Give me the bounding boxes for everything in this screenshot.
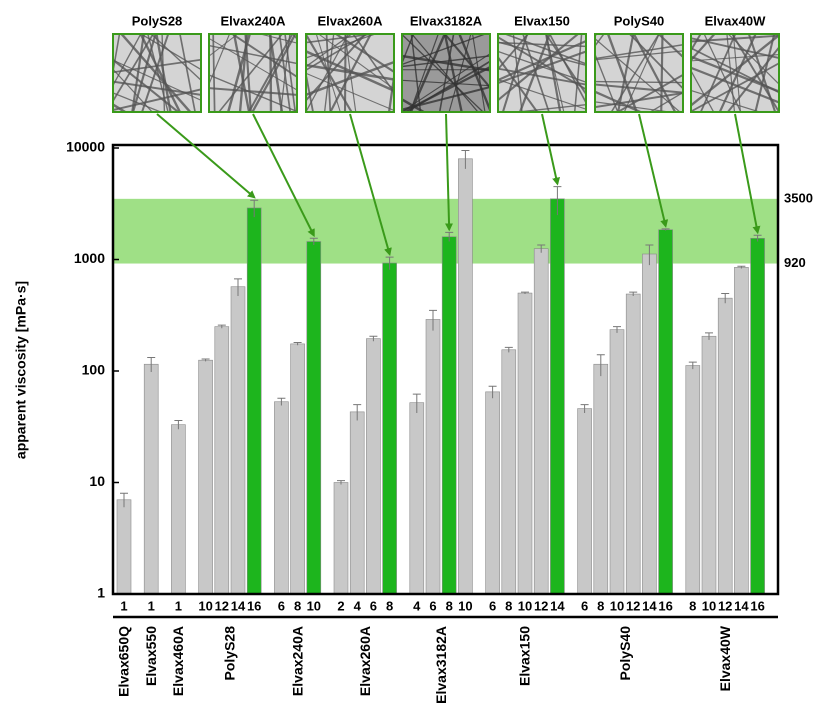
bar bbox=[578, 409, 592, 594]
bar bbox=[117, 500, 131, 594]
band-label: 920 bbox=[784, 255, 806, 270]
bar bbox=[366, 339, 380, 594]
group-label: Elvax40W bbox=[717, 625, 733, 691]
bar bbox=[626, 294, 640, 594]
y-tick-label: 1000 bbox=[74, 250, 105, 266]
bar bbox=[458, 159, 472, 594]
x-tick-label: 14 bbox=[550, 598, 565, 613]
x-tick-label: 8 bbox=[505, 598, 512, 613]
chart: apparent viscosity [mPa·s] 3500 920 1 10 100… bbox=[0, 0, 816, 725]
group-label: Elvax150 bbox=[517, 626, 533, 686]
bar bbox=[442, 237, 456, 594]
x-tick-label: 2 bbox=[337, 598, 344, 613]
y-tick-label: 10000 bbox=[66, 139, 105, 155]
bar bbox=[486, 392, 500, 594]
group-label: Elvax240A bbox=[289, 626, 305, 696]
bar bbox=[410, 403, 424, 594]
x-tick-label: 6 bbox=[370, 598, 377, 613]
bar bbox=[550, 199, 564, 594]
bar bbox=[334, 483, 348, 595]
group-label: Elvax460A bbox=[170, 626, 186, 696]
arrow bbox=[542, 114, 557, 184]
x-tick-label: 10 bbox=[307, 598, 321, 613]
bar bbox=[426, 319, 440, 594]
group-label: Elvax3182A bbox=[433, 626, 449, 704]
image-label: Elvax260A bbox=[317, 13, 383, 28]
bar bbox=[594, 364, 608, 594]
group-label: Elvax550 bbox=[143, 626, 159, 686]
bar bbox=[350, 412, 364, 594]
group-label: PolyS28 bbox=[222, 626, 238, 681]
image-label: Elvax150 bbox=[514, 13, 570, 28]
x-tick-label: 14 bbox=[734, 598, 749, 613]
bar bbox=[144, 364, 158, 594]
x-tick-label: 4 bbox=[413, 598, 421, 613]
x-tick-label: 8 bbox=[446, 598, 453, 613]
bar bbox=[215, 327, 229, 594]
bar bbox=[274, 402, 288, 594]
image-label: PolyS28 bbox=[132, 13, 183, 28]
group-label: Elvax260A bbox=[357, 626, 373, 696]
x-tick-label: 6 bbox=[429, 598, 436, 613]
bar bbox=[610, 330, 624, 594]
bar bbox=[734, 267, 748, 594]
x-tick-label: 12 bbox=[718, 598, 732, 613]
x-tick-label: 6 bbox=[489, 598, 496, 613]
bar bbox=[518, 293, 532, 594]
x-tick-label: 1 bbox=[120, 598, 127, 613]
bar bbox=[642, 254, 656, 594]
image-label: PolyS40 bbox=[614, 13, 665, 28]
x-tick-label: 16 bbox=[247, 598, 261, 613]
bar bbox=[502, 350, 516, 594]
y-axis-label: apparent viscosity [mPa·s] bbox=[13, 281, 29, 459]
bar bbox=[751, 238, 765, 594]
x-tick-label: 10 bbox=[458, 598, 472, 613]
bar bbox=[231, 287, 245, 594]
image-label: Elvax240A bbox=[220, 13, 286, 28]
image-label: Elvax3182A bbox=[410, 13, 483, 28]
arrow bbox=[157, 114, 254, 197]
group-label: PolyS40 bbox=[617, 626, 633, 681]
x-tick-label: 16 bbox=[658, 598, 672, 613]
bar bbox=[686, 366, 700, 594]
x-tick-label: 8 bbox=[689, 598, 696, 613]
x-tick-label: 8 bbox=[294, 598, 301, 613]
bar bbox=[702, 336, 716, 594]
x-tick-label: 10 bbox=[610, 598, 624, 613]
x-tick-label: 6 bbox=[581, 598, 588, 613]
x-tick-label: 8 bbox=[386, 598, 393, 613]
bar bbox=[199, 360, 213, 594]
x-tick-label: 1 bbox=[175, 598, 182, 613]
x-tick-label: 14 bbox=[642, 598, 657, 613]
y-tick-label: 10 bbox=[89, 473, 105, 489]
x-tick-label: 12 bbox=[534, 598, 548, 613]
band-label: 3500 bbox=[784, 190, 813, 205]
x-tick-label: 1 bbox=[148, 598, 155, 613]
x-tick-label: 10 bbox=[198, 598, 212, 613]
bar bbox=[383, 263, 397, 594]
x-tick-label: 8 bbox=[597, 598, 604, 613]
bar bbox=[534, 249, 548, 594]
x-tick-label: 12 bbox=[626, 598, 640, 613]
x-tick-label: 6 bbox=[278, 598, 285, 613]
y-tick-label: 100 bbox=[82, 362, 106, 378]
group-label: Elvax650Q bbox=[116, 626, 132, 697]
x-tick-label: 12 bbox=[215, 598, 229, 613]
x-tick-label: 14 bbox=[231, 598, 246, 613]
x-tick-label: 16 bbox=[750, 598, 764, 613]
x-tick-label: 4 bbox=[354, 598, 362, 613]
x-tick-label: 10 bbox=[702, 598, 716, 613]
y-tick-label: 1 bbox=[97, 585, 105, 601]
image-label: Elvax40W bbox=[705, 13, 766, 28]
bar bbox=[247, 208, 261, 594]
x-tick-label: 10 bbox=[518, 598, 532, 613]
bar bbox=[659, 230, 673, 594]
bar bbox=[307, 242, 321, 594]
fiber bbox=[270, 0, 272, 215]
bar bbox=[291, 344, 305, 594]
bar bbox=[171, 425, 185, 594]
bar bbox=[718, 298, 732, 594]
